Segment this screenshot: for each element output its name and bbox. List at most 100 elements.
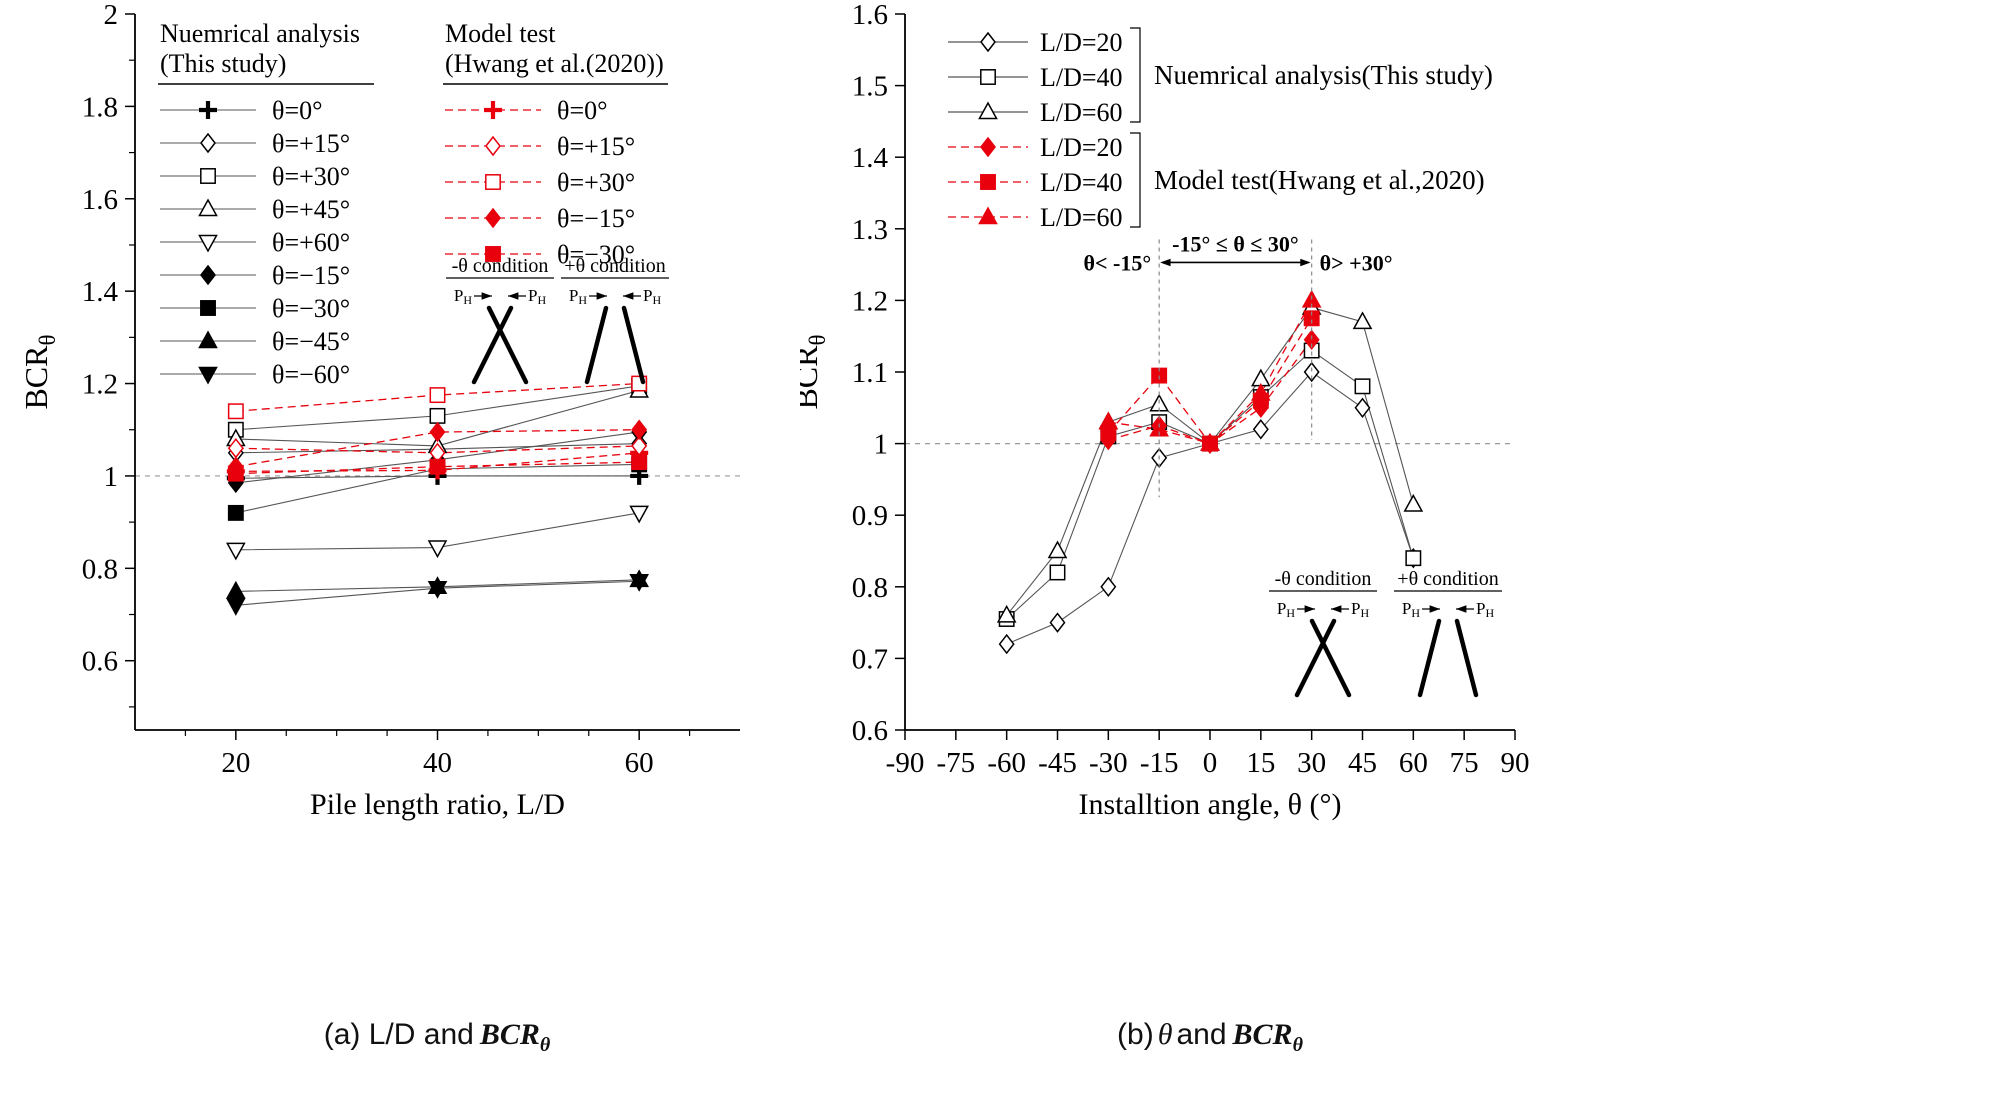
marker-triangle-up [1098,411,1119,430]
marker-triangle-up [1251,382,1271,401]
load-label: PH [1351,599,1369,620]
series-markers-10 [227,435,648,464]
y-tick-label: 1.2 [852,285,888,317]
y-axis-label: BCRθ [800,334,830,409]
y-tick-label: 0.7 [852,643,888,675]
arrow-head [1300,258,1311,267]
x-axis-label: Installtion angle, θ (°) [1079,788,1342,821]
marker-square [200,300,216,316]
load-label: PH [1476,599,1494,620]
marker-plus [484,101,502,119]
marker-square [980,69,996,85]
chart-a: 0.6 0.8 1 1.2 1.4 1.6 1.8 2 20 40 60 Pile length ra… [0,0,1008,1005]
arrow-head [1331,605,1342,613]
x-tick-label: 45 [1348,747,1377,779]
x-tick-label: -15 [1140,747,1179,779]
arrow-head [623,292,634,300]
legend-a-entry-label: θ=+15° [557,132,635,161]
caption-b-bcr: BCR [1232,1018,1293,1051]
marker-square [1303,310,1320,327]
marker-square [227,504,244,521]
inset-title: +θ condition [1397,568,1498,590]
legend-b-entry-label: L/D=40 [1040,168,1123,197]
y-tick-label: 1 [104,461,119,493]
x-tick-label: -75 [936,747,975,779]
arrow-head [1160,258,1171,267]
marker-diamond [1100,576,1117,598]
y-tick-label: 0.8 [82,553,118,585]
marker-square [485,246,501,262]
load-label: PH [528,286,546,307]
marker-diamond [1252,419,1269,440]
marker-square [429,458,446,475]
marker-triangle-up [978,101,998,120]
legend-a-entry-label: θ=−15° [557,204,635,233]
marker-square [1049,564,1066,581]
y-axis-label: BCRθ [18,334,60,409]
inset-title: -θ condition [452,255,549,277]
x-tick-label: -60 [987,747,1026,779]
legend-b-entry-label: L/D=20 [1040,133,1123,162]
series-markers-4 [226,505,649,561]
pile-inset-pos: +θ condition PH PH [1394,568,1502,698]
x-tick-label: 75 [1450,747,1479,779]
marker-triangle-up [226,580,246,599]
legend-a-entry-label: θ=+45° [272,195,350,224]
marker-triangle-down [427,580,448,599]
load-label: PH [1402,599,1420,620]
legend-a-entry-label: θ=−45° [272,327,350,356]
y-tick-label: 0.9 [852,500,888,532]
chart-b-svg: 0.6 0.7 0.8 0.9 1 1.1 1.2 1.3 1.4 1.5 1.6 -90 -75 -60… [788,0,1530,821]
legend-a-entry-label: θ=0° [557,96,608,125]
marker-square [1354,378,1371,395]
x-tick-label: -30 [1089,747,1128,779]
marker-triangle-up [198,330,218,349]
marker-triangle-up [996,604,1017,623]
marker-triangle-up [978,206,998,225]
arrow-head [1429,605,1440,613]
marker-triangle-up [1403,493,1424,512]
pile-inset-pos: +θ condition PH PH [561,255,669,385]
pile-inset-neg: -θ condition PH PH [1269,568,1377,698]
y-tick-label: 1.6 [852,0,888,31]
marker-triangle-down [427,540,448,559]
legend-a-entry-label: θ=+60° [272,228,350,257]
caption-a-math: BCRθ [480,1018,550,1056]
annotations-b: θ< -15° -15° ≤ θ ≤ 30° θ> +30° [1084,231,1393,498]
marker-triangle-up [198,198,218,217]
load-label: PH [1277,599,1295,620]
load-label: PH [569,286,587,307]
marker-diamond [485,207,501,229]
marker-plus [199,101,217,119]
marker-triangle-down [198,234,218,253]
legend-b-bracket [1130,27,1141,123]
legend-a-col2-subtitle: (Hwang et al.(2020)) [445,49,664,78]
marker-triangle-down [226,598,246,616]
marker-square [485,174,501,190]
marker-square [200,168,216,184]
legend-a-entry-label: θ=0° [272,96,323,125]
y-tick-label: 1.2 [82,369,118,401]
marker-diamond [1303,361,1320,383]
legend-a-entry-label: θ=−60° [272,360,350,389]
legend-a-entry-label: θ=+15° [272,129,350,158]
legend-a-entry-label: θ=+30° [272,162,350,191]
marker-triangle-up [1352,311,1373,330]
y-tick-label: 1.4 [82,276,119,308]
legend-a: Nuemrical analysis(This study) θ=0° θ=+15°… [158,19,668,389]
marker-diamond [485,135,501,157]
caption-b: (b) θ and BCRθ [800,1018,1620,1057]
caption-b-and: and [1176,1018,1227,1051]
legend-b-entry-label: L/D=60 [1040,203,1123,232]
series-markers-13 [227,454,648,482]
marker-square [631,454,648,471]
legend-b: L/D=20 L/D=40 L/D=60 L/D=20 L/D=40 L/D=60 Nuem… [948,27,1493,232]
marker-diamond [980,31,996,53]
axes: 0.6 0.7 0.8 0.9 1 1.1 1.2 1.3 1.4 1.5 1.6 -90 -75 -60… [788,0,1530,821]
legend-a-entry-label: θ=−30° [557,240,635,269]
arrow-head [1456,605,1467,613]
legend-b-bracket [1130,132,1141,228]
x-tick-label: 20 [221,747,250,779]
caption-a-prefix: (a) L/D and [323,1018,474,1051]
